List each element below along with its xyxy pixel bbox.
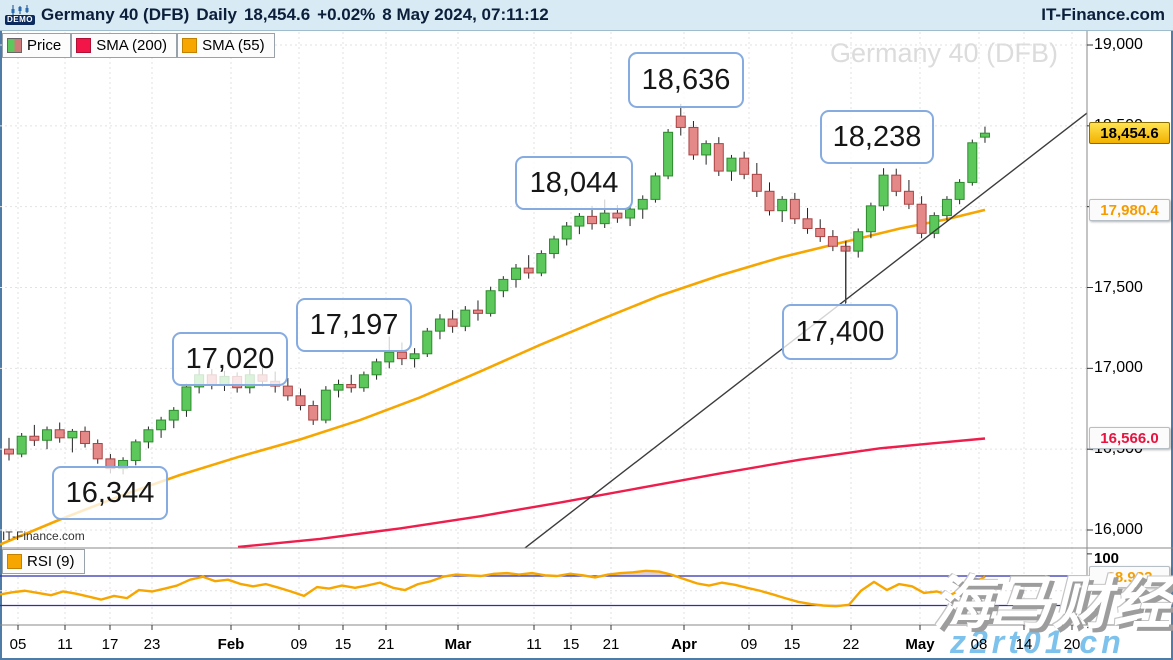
price-annotation[interactable]: 18,238	[820, 110, 934, 164]
symbol-name: Germany 40 (DFB)	[41, 5, 190, 24]
legend-sma200-label: SMA (200)	[96, 37, 168, 54]
time-axis-label: 15	[783, 636, 801, 653]
demo-account-icon: DEMO	[5, 5, 35, 25]
price-annotation[interactable]: 17,400	[782, 304, 898, 360]
time-axis-label: 08	[970, 636, 988, 653]
time-axis-label: 21	[602, 636, 620, 653]
legend-rsi-chip[interactable]: RSI (9)	[2, 549, 85, 574]
url-watermark: z2rt01.cn	[950, 624, 1125, 660]
timeframe-label: Daily	[196, 5, 237, 24]
time-axis-label: 15	[334, 636, 352, 653]
time-axis-label: 09	[740, 636, 758, 653]
time-axis-label: 05	[9, 636, 27, 653]
axis-tick-marks	[17, 44, 1093, 630]
time-axis-label: 11	[57, 636, 73, 653]
provider-link[interactable]: IT-Finance.com	[1041, 5, 1165, 24]
time-axis-label: 17	[101, 636, 119, 653]
sma-55-line[interactable]	[0, 208, 986, 546]
provider-watermark: IT-Finance.com	[2, 529, 85, 543]
sma-200-line[interactable]	[237, 437, 986, 549]
time-axis-label: 11	[526, 636, 542, 653]
time-axis-label: 15	[562, 636, 580, 653]
legend-sma55[interactable]: SMA (55)	[177, 33, 275, 58]
rsi-swatch-icon	[7, 554, 22, 569]
time-axis-label: May	[905, 636, 935, 653]
rsi-axis-label: 0	[1094, 602, 1103, 619]
sma200-value-badge: 16,566.0	[1089, 427, 1170, 450]
legend-sma55-label: SMA (55)	[202, 37, 265, 54]
time-axis-label: 21	[377, 636, 395, 653]
sma55-value-badge: 17,980.4	[1089, 198, 1170, 221]
price-swatch-icon	[7, 38, 22, 53]
price-axis-label: 17,000	[1094, 359, 1143, 377]
legend-rsi-label: RSI (9)	[27, 553, 75, 570]
legend-price-label: Price	[27, 37, 62, 54]
time-axis-label: 23	[143, 636, 161, 653]
time-axis-label: Mar	[444, 636, 472, 653]
price-axis-label: 17,500	[1094, 278, 1143, 296]
chart-title: Germany 40 (DFB) Daily 18,454.6 +0.02% 8 May…	[41, 5, 556, 25]
chinese-watermark: 海马财经	[933, 571, 1173, 636]
chart-watermark: Germany 40 (DFB)	[830, 38, 1059, 68]
sma200-swatch-icon	[76, 38, 92, 53]
last-price-text: 18,454.6	[243, 5, 311, 24]
legend-bar: Price SMA (200) SMA (55)	[2, 33, 275, 58]
price-annotation[interactable]: 17,197	[296, 298, 412, 352]
last-price-badge: 18,454.6	[1089, 122, 1170, 145]
price-axis-label: 16,000	[1094, 521, 1143, 538]
time-axis-label: 14	[1015, 636, 1033, 653]
time-axis-label: 22	[842, 636, 860, 653]
rsi-line[interactable]	[0, 569, 986, 608]
title-bar: DEMO Germany 40 (DFB) Daily 18,454.6 +0.02%…	[0, 0, 1173, 31]
time-axis-label: Apr	[671, 636, 697, 653]
rsi-axis-label: 100	[1094, 550, 1120, 567]
price-annotation[interactable]: 16,344	[52, 466, 168, 520]
demo-badge: DEMO	[5, 15, 35, 25]
price-annotation[interactable]: 18,636	[628, 52, 744, 108]
datetime-text: 8 May 2024, 07:11:12	[382, 5, 549, 24]
sma55-swatch-icon	[182, 38, 198, 53]
time-axis-label: Feb	[217, 636, 245, 653]
price-annotation[interactable]: 18,044	[515, 156, 633, 210]
legend-rsi: RSI (9)	[2, 549, 85, 574]
price-axis-label: 19,000	[1094, 36, 1143, 53]
legend-sma200[interactable]: SMA (200)	[71, 33, 178, 58]
legend-price[interactable]: Price	[2, 33, 72, 58]
rsi-value-badge: 68.983	[1089, 565, 1170, 588]
price-annotation[interactable]: 17,020	[172, 332, 288, 386]
time-axis-label: 09	[290, 636, 308, 653]
time-axis-label: 20	[1063, 636, 1081, 653]
change-percent: +0.02%	[317, 5, 376, 24]
mini-candles-icon	[11, 5, 29, 15]
